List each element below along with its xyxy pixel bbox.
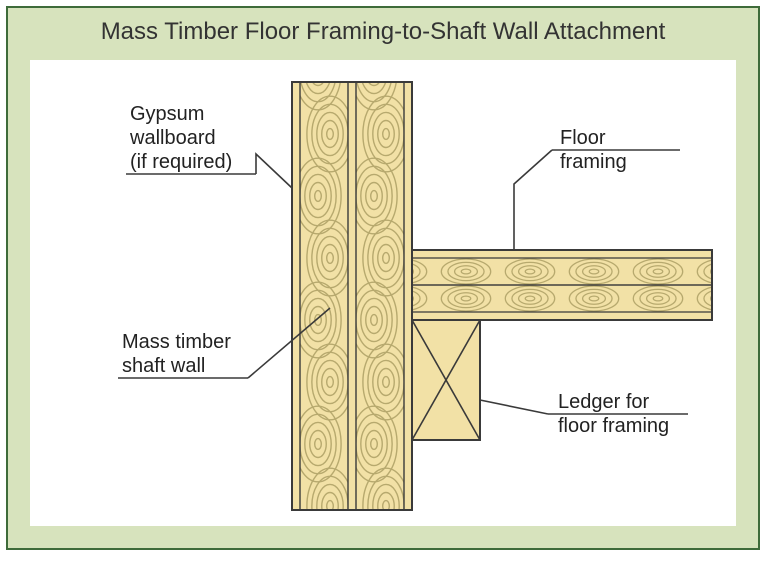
diagram-canvas: Gypsumwallboard(if required)Floorframing… — [30, 60, 736, 526]
diagram-svg: Gypsumwallboard(if required)Floorframing… — [30, 60, 740, 528]
diagram-frame: Mass Timber Floor Framing-to-Shaft Wall … — [6, 6, 760, 550]
svg-text:Gypsumwallboard(if required): Gypsumwallboard(if required) — [129, 103, 232, 173]
svg-text:Mass timbershaft wall: Mass timbershaft wall — [122, 331, 231, 377]
diagram-title: Mass Timber Floor Framing-to-Shaft Wall … — [8, 8, 758, 54]
